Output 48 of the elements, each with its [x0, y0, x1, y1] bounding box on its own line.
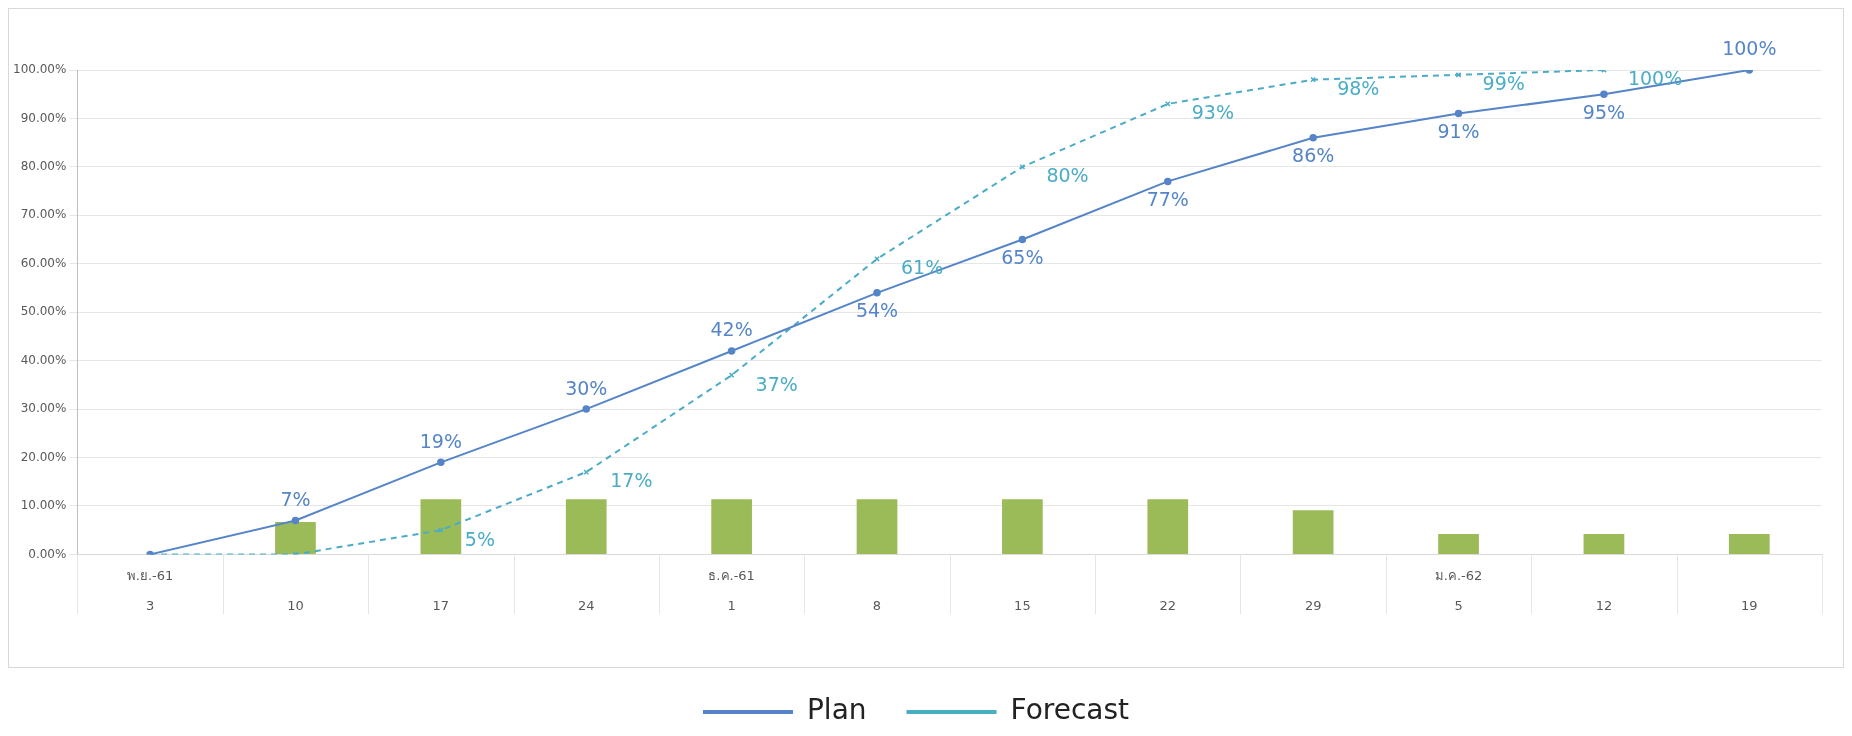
data-label: 99%	[1482, 72, 1525, 95]
text: ธ.ค.-61	[708, 567, 755, 583]
data-label: 17%	[610, 469, 653, 492]
y-tick-label: 100.00%	[13, 62, 67, 77]
x-tick-label: 10	[287, 597, 304, 613]
y-tick-label: 0.00%	[28, 546, 67, 561]
y-tick-label: 70.00%	[20, 207, 67, 222]
data-label: 80%	[1046, 164, 1089, 187]
data-label: 98%	[1337, 77, 1380, 100]
x-tick-label: 15	[1014, 597, 1031, 613]
y-tick-label: 80.00%	[20, 159, 67, 174]
x-tick-label: 3	[145, 597, 155, 613]
y-tick-label: 10.00%	[20, 498, 67, 513]
data-label: 61%	[901, 256, 944, 279]
x-tick-label: 17	[432, 597, 450, 613]
data-label: 93%	[1191, 101, 1235, 124]
x-tick-label: 22	[1159, 597, 1177, 613]
text: พ.ย.-61	[126, 567, 174, 583]
x-tick-label: 1	[727, 597, 736, 613]
y-tick-label: 30.00%	[20, 401, 67, 416]
text: ม.ค.-62	[1434, 567, 1483, 583]
legend-label: Plan	[806, 693, 867, 727]
x-tick-label: 29	[1304, 597, 1322, 613]
y-tick-label: 50.00%	[20, 304, 67, 319]
data-label: 5%	[464, 527, 496, 550]
data-label: 65%	[1001, 245, 1044, 268]
y-tick-label: 90.00%	[20, 110, 67, 125]
y-tick-label: 20.00%	[20, 449, 67, 464]
data-label: 19%	[419, 429, 462, 452]
y-tick-label: 40.00%	[20, 352, 67, 367]
data-label: 100%	[1627, 67, 1683, 90]
data-label: 42%	[710, 318, 753, 341]
x-tick-label: 19	[1741, 597, 1758, 613]
data-label: 86%	[1292, 144, 1335, 167]
x-tick-label: 8	[872, 597, 882, 613]
data-label: 95%	[1582, 100, 1626, 123]
y-tick-label: 60.00%	[20, 255, 67, 270]
data-label: 91%	[1437, 120, 1480, 143]
data-label: 37%	[755, 372, 798, 395]
legend-label: Forecast	[1010, 693, 1130, 727]
x-tick-label: 12	[1595, 597, 1613, 613]
x-tick-label: 5	[1454, 597, 1463, 613]
data-label: 7%	[280, 487, 311, 510]
data-label: 30%	[565, 376, 608, 399]
data-label: 100%	[1722, 37, 1777, 60]
data-label: 54%	[855, 299, 899, 322]
data-label: 77%	[1146, 187, 1189, 210]
x-tick-label: 24	[577, 597, 595, 613]
